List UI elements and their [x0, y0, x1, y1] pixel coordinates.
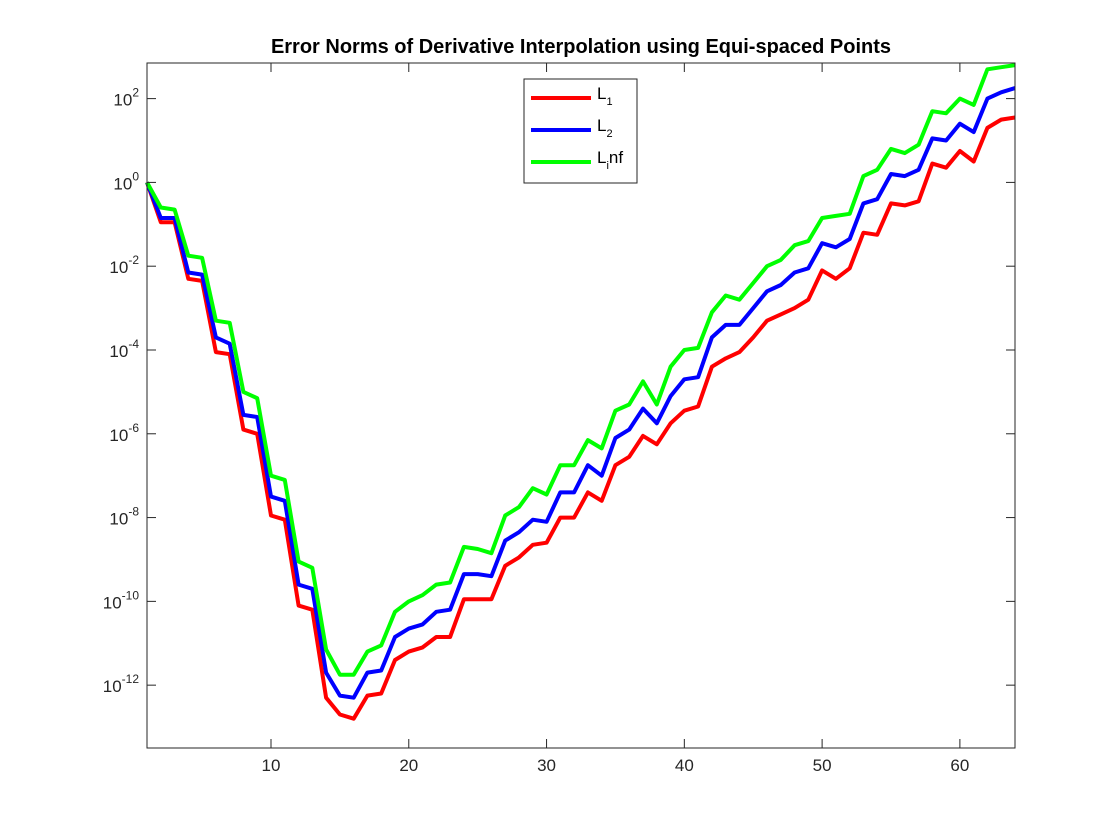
legend: L1 L2 Linf	[523, 78, 638, 184]
x-tick-label: 50	[813, 756, 832, 775]
axes-box	[146, 62, 1016, 749]
legend-label-3: Linf	[597, 148, 623, 172]
legend-label-2: L2	[597, 116, 613, 140]
x-tick-label: 60	[950, 756, 969, 775]
y-tick-label: 10-6	[109, 421, 139, 445]
axes-layer: 10 20 30 40 50 60 102 100 10-2 10-4 10-6 10-8 10-10 1…	[103, 62, 1016, 775]
series-line-2	[145, 86, 1016, 700]
y-tick-label: 10-4	[109, 337, 139, 361]
y-tick-label: 10-8	[109, 505, 139, 529]
y-tick-label: 102	[113, 86, 139, 110]
chart-title: Error Norms of Derivative Interpolation …	[271, 36, 891, 58]
y-tick-label: 100	[113, 169, 139, 193]
x-tick-label: 20	[399, 756, 418, 775]
y-tick-label: 10-2	[109, 253, 139, 277]
x-tick-label: 10	[262, 756, 281, 775]
series-points-3	[146, 65, 1016, 675]
series-line-3	[145, 63, 1016, 677]
legend-label-1: L1	[597, 84, 613, 108]
series-line-1	[145, 115, 1016, 721]
x-tick-label: 40	[675, 756, 694, 775]
y-tick-label: 10-10	[103, 588, 140, 612]
series-layer	[145, 63, 1016, 721]
y-tick-label: 10-12	[103, 672, 140, 696]
x-tick-label: 30	[537, 756, 556, 775]
